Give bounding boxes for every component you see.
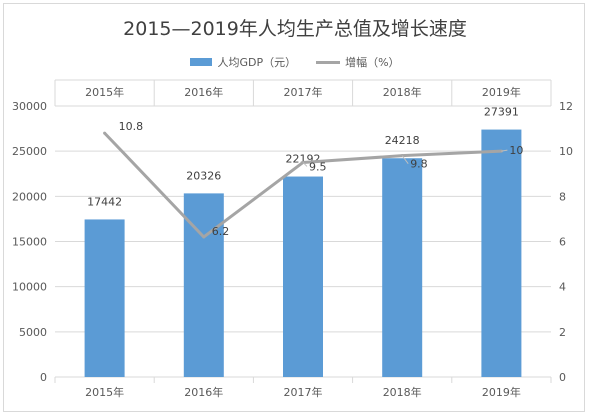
line-data-label: 10: [509, 144, 523, 157]
legend-item-growth: 增幅（%）: [316, 54, 400, 70]
y-left-tick-label: 5000: [19, 326, 47, 339]
line-data-label: 9.5: [309, 160, 327, 173]
y-left-tick-label: 25000: [12, 145, 47, 158]
data-label-leader: [501, 149, 508, 152]
bar: [481, 129, 522, 377]
y-left-tick-label: 10000: [12, 281, 47, 294]
bar-data-label: 24218: [385, 134, 420, 147]
y-left-tick-label: 30000: [12, 100, 47, 113]
y-right-tick-label: 12: [559, 100, 573, 113]
line-data-label: 10.8: [119, 120, 144, 133]
y-right-tick-label: 8: [559, 190, 566, 203]
x-bottom-tick-label: 2018年: [383, 385, 422, 399]
legend-swatch-line: [316, 60, 341, 64]
x-top-tick-label: 2017年: [284, 85, 323, 99]
x-top-tick-label: 2018年: [383, 85, 422, 99]
growth-point: [103, 131, 107, 135]
data-label-leader: [302, 162, 308, 167]
bar: [283, 176, 323, 377]
x-bottom-tick-label: 2017年: [284, 385, 323, 399]
chart-legend: 人均GDP（元） 增幅（%）: [0, 54, 590, 70]
legend-label-growth: 增幅（%）: [345, 56, 400, 69]
y-left-tick-label: 15000: [12, 236, 47, 249]
legend-swatch-bar: [190, 58, 213, 66]
chart-title: 2015—2019年人均生产总值及增长速度: [123, 18, 467, 40]
line-data-label: 6.2: [212, 225, 230, 238]
line-data-label: 9.8: [410, 158, 428, 171]
y-left-tick-label: 20000: [12, 190, 47, 203]
y-right-tick-label: 4: [559, 281, 566, 294]
bar-data-label: 17442: [87, 195, 122, 208]
legend-label-gdp: 人均GDP（元）: [217, 56, 297, 69]
x-top-tick-label: 2016年: [184, 85, 223, 99]
y-left-tick-label: 0: [40, 371, 47, 384]
y-right-tick-label: 6: [559, 236, 566, 249]
bar: [84, 219, 125, 377]
x-bottom-tick-label: 2019年: [482, 385, 521, 399]
bar-data-label: 27391: [484, 106, 519, 119]
x-top-tick-label: 2019年: [482, 85, 521, 99]
data-label-leader: [401, 155, 409, 164]
x-bottom-tick-label: 2015年: [85, 385, 124, 399]
x-top-tick-label: 2015年: [85, 85, 124, 99]
x-bottom-tick-label: 2016年: [184, 385, 223, 399]
y-right-tick-label: 0: [559, 371, 566, 384]
y-right-tick-label: 2: [559, 326, 566, 339]
bar: [382, 158, 423, 377]
bar-data-label: 20326: [186, 169, 221, 182]
y-right-tick-label: 10: [559, 145, 573, 158]
growth-point: [202, 235, 206, 239]
legend-item-gdp: 人均GDP（元）: [190, 54, 296, 70]
